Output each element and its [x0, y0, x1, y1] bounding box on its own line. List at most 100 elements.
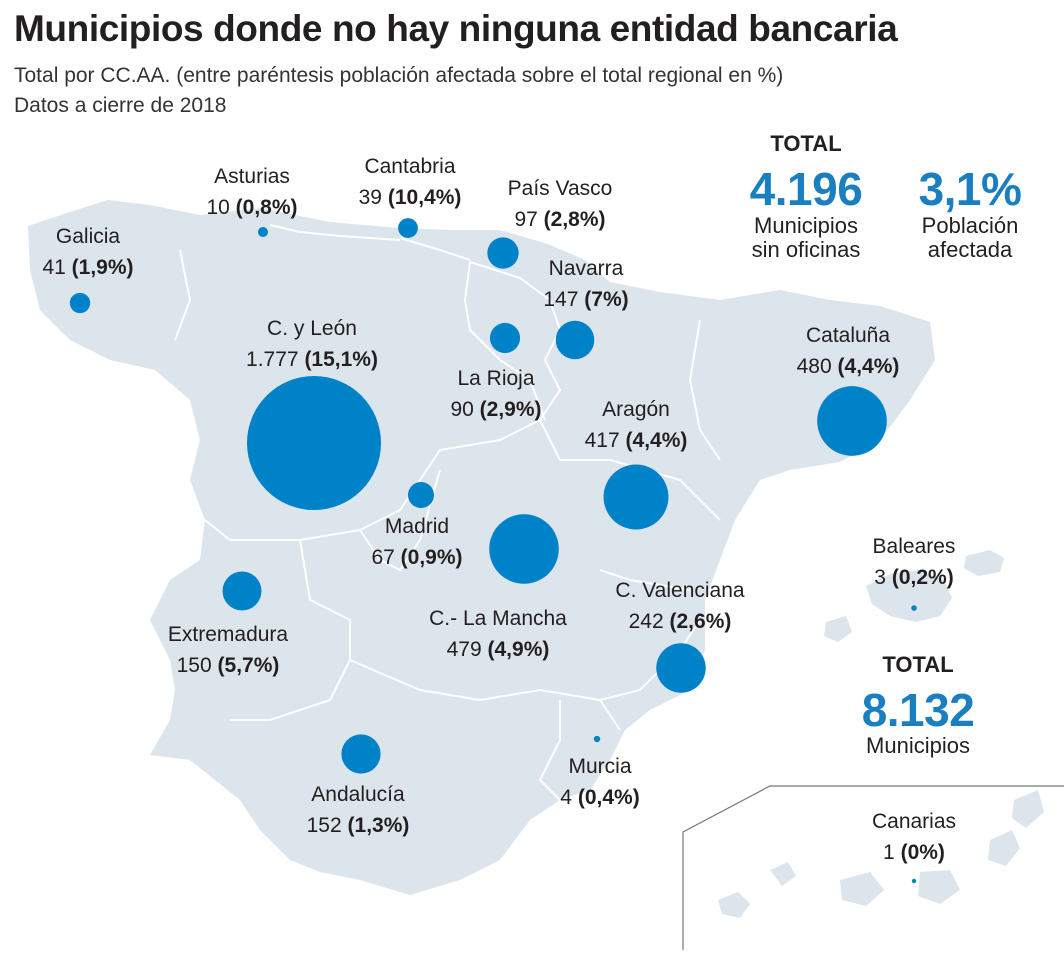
region-count: 90 — [450, 398, 474, 421]
region-pct: (4,4%) — [837, 355, 900, 378]
bubble-baleares — [911, 605, 917, 611]
region-label-c-y-leon: C. y León 1.777 (15,1%) — [246, 313, 378, 375]
region-count: 479 — [446, 638, 482, 661]
bubble-navarra — [555, 320, 595, 360]
bubble-c-la-mancha — [489, 514, 559, 584]
region-pct: (2,6%) — [669, 610, 732, 633]
bubble-canarias — [911, 878, 917, 884]
region-label-madrid: Madrid 67 (0,9%) — [371, 511, 462, 573]
canarias-inset-frame — [682, 785, 1064, 950]
bubble-murcia — [593, 735, 601, 743]
region-count: 4 — [560, 786, 572, 809]
region-pct: (0,9%) — [400, 546, 463, 569]
region-name: Asturias — [214, 165, 290, 188]
region-label-murcia: Murcia 4 (0,4%) — [560, 751, 639, 813]
canarias-island-4 — [918, 870, 960, 904]
region-name: Madrid — [384, 515, 450, 538]
bubble-cantabria — [398, 218, 418, 238]
canarias-island-1 — [718, 892, 750, 918]
region-count: 1.777 — [246, 348, 299, 371]
caption-line-2: sin oficinas — [751, 237, 861, 262]
region-count: 10 — [206, 196, 230, 219]
region-name: Baleares — [872, 535, 956, 558]
region-pct: (1,9%) — [71, 256, 134, 279]
map-date-note: Datos a cierre de 2018 — [14, 94, 227, 117]
bubble-la-rioja — [489, 322, 521, 354]
region-label-pais-vasco: País Vasco 97 (2,8%) — [508, 173, 613, 235]
region-count: 242 — [628, 610, 664, 633]
region-name: C. Valenciana — [615, 579, 745, 602]
region-label-andalucia: Andalucía 152 (1,3%) — [307, 779, 410, 841]
region-name: Aragón — [602, 398, 670, 421]
region-label-canarias: Canarias 1 (0%) — [872, 806, 956, 868]
bubble-madrid — [407, 481, 435, 509]
region-name: C.- La Mancha — [429, 607, 567, 630]
region-count: 39 — [358, 186, 382, 209]
region-count: 480 — [796, 355, 832, 378]
region-name: C. y León — [267, 317, 357, 340]
region-pct: (0,2%) — [891, 566, 954, 589]
bubble-c-y-leon — [247, 376, 381, 510]
bubble-cataluna — [817, 386, 887, 456]
caption-line-2: afectada — [927, 237, 1013, 262]
bubble-c-valenciana — [656, 643, 706, 693]
canarias-island-5 — [988, 830, 1020, 866]
region-count: 41 — [42, 256, 66, 279]
region-name: Cantabria — [364, 155, 456, 178]
region-label-baleares: Baleares 3 (0,2%) — [873, 531, 956, 593]
menorca-land — [964, 550, 1004, 576]
bubble-aragon — [603, 464, 669, 530]
region-name: Andalucía — [311, 783, 405, 806]
region-label-cantabria: Cantabria 39 (10,4%) — [359, 151, 462, 213]
region-label-asturias: Asturias 10 (0,8%) — [206, 161, 297, 223]
region-name: País Vasco — [507, 177, 613, 200]
total-header-municipios: TOTAL — [882, 652, 954, 677]
region-pct: (4,4%) — [625, 429, 688, 452]
region-name: Extremadura — [167, 623, 289, 646]
region-pct: (10,4%) — [387, 186, 462, 209]
map-subtitle: Total por CC.AA. (entre paréntesis pobla… — [14, 64, 784, 87]
region-label-c-valenciana: C. Valenciana 242 (2,6%) — [615, 575, 744, 637]
region-pct: (2,8%) — [543, 208, 606, 231]
region-count: 150 — [176, 654, 212, 677]
region-label-c-la-mancha: C.- La Mancha 479 (4,9%) — [429, 603, 567, 665]
bubble-layer — [69, 218, 917, 884]
region-label-navarra: Navarra 147 (7%) — [543, 253, 628, 315]
region-pct: (0%) — [900, 841, 945, 864]
mallorca-land — [866, 570, 952, 622]
total-sin-oficinas-value: 4.196 — [749, 163, 863, 215]
region-pct: (0,8%) — [235, 196, 298, 219]
total-sin-oficinas-caption: Municipios sin oficinas — [752, 214, 861, 262]
region-name: Navarra — [548, 257, 624, 280]
bubble-extremadura — [222, 571, 262, 611]
region-pct: (7%) — [584, 288, 629, 311]
canarias-island-6 — [1012, 790, 1044, 828]
region-count: 67 — [371, 546, 395, 569]
region-pct: (5,7%) — [217, 654, 280, 677]
bubble-andalucia — [341, 734, 381, 774]
region-pct: (1,3%) — [347, 814, 410, 837]
region-name: Cataluña — [805, 324, 891, 347]
region-pct: (15,1%) — [304, 348, 378, 371]
peninsula-land — [28, 200, 935, 895]
region-name: Murcia — [568, 755, 632, 778]
total-municipios-value: 8.132 — [861, 684, 975, 736]
total-poblacion-value: 3,1% — [918, 163, 1022, 215]
bubble-pais-vasco — [487, 237, 519, 269]
caption-line-1: Municipios — [754, 213, 858, 238]
region-count: 97 — [514, 208, 538, 231]
caption-line-1: Población — [921, 213, 1019, 238]
region-label-cataluna: Cataluña 480 (4,4%) — [797, 320, 900, 382]
total-header-offices: TOTAL — [770, 131, 842, 156]
bubble-galicia — [69, 292, 91, 314]
map-title: Municipios donde no hay ninguna entidad … — [14, 8, 898, 49]
region-label-la-rioja: La Rioja 90 (2,9%) — [450, 363, 541, 425]
region-name: Galicia — [55, 225, 121, 248]
region-count: 3 — [874, 566, 886, 589]
land-shapes — [28, 200, 1044, 918]
region-pct: (4,9%) — [487, 638, 550, 661]
region-pct: (0,4%) — [577, 786, 640, 809]
region-label-galicia: Galicia 41 (1,9%) — [42, 221, 133, 283]
bubble-asturias — [257, 226, 269, 238]
